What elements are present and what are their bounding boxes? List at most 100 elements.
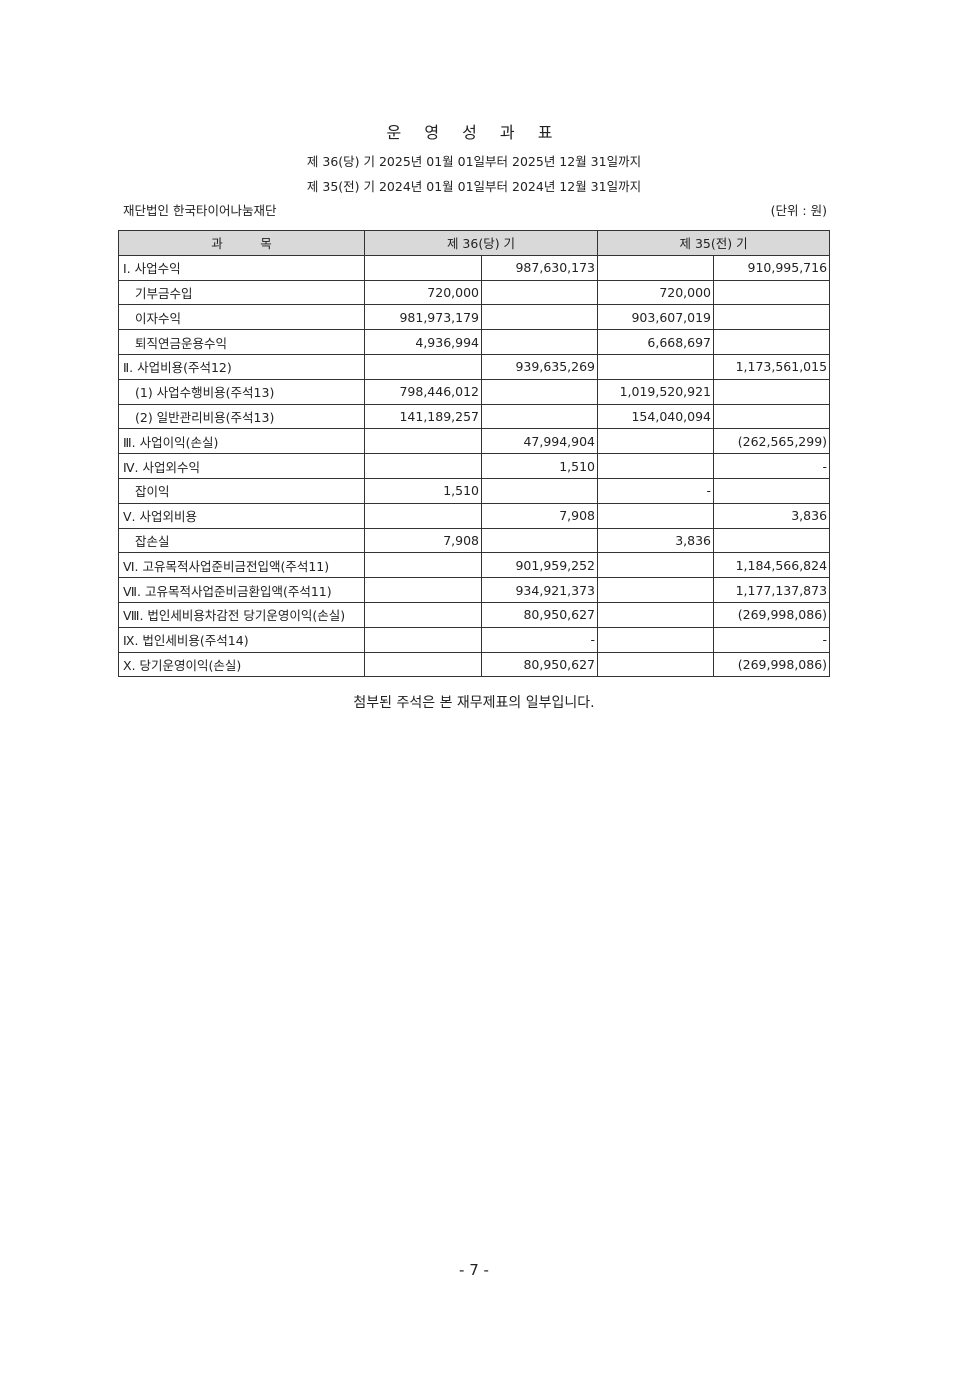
table-row: 잡이익 1,510 - [118, 477, 831, 504]
amount-cell [597, 428, 715, 455]
amount-cell: 1,177,137,873 [713, 577, 831, 603]
row-label: 퇴직연금운용수익 [118, 329, 365, 355]
amount-cell: 141,189,257 [364, 403, 482, 430]
amount-cell: 903,607,019 [597, 304, 715, 331]
amount-cell: 934,921,373 [480, 577, 599, 603]
row-label: (2) 일반관리비용(주석13) [118, 403, 365, 430]
amount-cell [597, 577, 715, 603]
footnote: 첨부된 주석은 본 재무제표의 일부입니다. [353, 695, 595, 711]
table-row: Ⅴ. 사업외비용 7,908 3,836 [118, 502, 831, 529]
amount-cell [364, 428, 482, 455]
prior-period: 제 35(전) 기 2024년 01월 01일부터 2024년 12월 31일까… [306, 179, 642, 194]
amount-cell: 7,908 [480, 502, 599, 529]
header-account: 과 목 [118, 230, 365, 256]
row-label: Ⅷ. 법인세비용차감전 당기운영이익(손실) [118, 601, 365, 628]
table-row: 퇴직연금운용수익 4,936,994 6,668,697 [118, 329, 831, 355]
amount-cell [364, 254, 482, 281]
table-row: 이자수익 981,973,179 903,607,019 [118, 304, 831, 331]
row-label: Ⅵ. 고유목적사업준비금전입액(주석11) [118, 552, 365, 579]
amount-cell [480, 279, 599, 306]
amount-cell [364, 577, 482, 603]
amount-cell [364, 353, 482, 380]
table-row: Ⅰ. 사업수익 987,630,173 910,995,716 [118, 254, 831, 281]
current-period: 제 36(당) 기 2025년 01월 01일부터 2025년 12월 31일까… [306, 154, 642, 169]
table-header-row: 과 목 제 36(당) 기 제 35(전) 기 [118, 230, 831, 256]
amount-cell: - [597, 477, 715, 504]
amount-cell: 154,040,094 [597, 403, 715, 430]
row-label: Ⅱ. 사업비용(주석12) [118, 353, 365, 380]
amount-cell [713, 279, 831, 306]
header-prior-period: 제 35(전) 기 [597, 230, 831, 256]
amount-cell: 981,973,179 [364, 304, 482, 331]
row-label: Ⅲ. 사업이익(손실) [118, 428, 365, 455]
amount-cell: 939,635,269 [480, 353, 599, 380]
amount-cell [597, 453, 715, 479]
amount-cell [597, 502, 715, 529]
row-label: Ⅹ. 당기운영이익(손실) [118, 651, 365, 678]
amount-cell [480, 477, 599, 504]
amount-cell: - [713, 453, 831, 479]
table-row: 잡손실 7,908 3,836 [118, 527, 831, 554]
amount-cell [364, 651, 482, 678]
amount-cell: 47,994,904 [480, 428, 599, 455]
row-label: Ⅸ. 법인세비용(주석14) [118, 626, 365, 653]
amount-cell [364, 453, 482, 479]
row-label: Ⅴ. 사업외비용 [118, 502, 365, 529]
amount-cell: 1,184,566,824 [713, 552, 831, 579]
amount-cell: 80,950,627 [480, 601, 599, 628]
amount-cell: 80,950,627 [480, 651, 599, 678]
row-label: (1) 사업수행비용(주석13) [118, 378, 365, 405]
table-row: Ⅵ. 고유목적사업준비금전입액(주석11) 901,959,252 1,184,56… [118, 552, 831, 579]
amount-cell [713, 329, 831, 355]
amount-cell [480, 403, 599, 430]
amount-cell [713, 477, 831, 504]
row-label: 잡이익 [118, 477, 365, 504]
organization-name: 재단법인 한국타이어나눔재단 [123, 203, 277, 218]
amount-cell: 720,000 [364, 279, 482, 306]
amount-cell [597, 254, 715, 281]
table-row: Ⅶ. 고유목적사업준비금환입액(주석11) 934,921,373 1,177,13… [118, 577, 831, 603]
amount-cell: 1,510 [480, 453, 599, 479]
amount-cell: - [713, 626, 831, 653]
table-row: Ⅷ. 법인세비용차감전 당기운영이익(손실) 80,950,627 (269,998… [118, 601, 831, 628]
amount-cell: 720,000 [597, 279, 715, 306]
amount-cell: (262,565,299) [713, 428, 831, 455]
amount-cell [480, 527, 599, 554]
amount-cell: 987,630,173 [480, 254, 599, 281]
table-row: Ⅹ. 당기운영이익(손실) 80,950,627 (269,998,086) [118, 651, 831, 678]
amount-cell [480, 378, 599, 405]
table-row: 기부금수입 720,000 720,000 [118, 279, 831, 306]
amount-cell [597, 651, 715, 678]
amount-cell [480, 304, 599, 331]
amount-cell [480, 329, 599, 355]
amount-cell [364, 502, 482, 529]
amount-cell [597, 552, 715, 579]
row-label: 이자수익 [118, 304, 365, 331]
amount-cell: 910,995,716 [713, 254, 831, 281]
unit-label: (단위 : 원) [770, 203, 827, 218]
row-label: 잡손실 [118, 527, 365, 554]
amount-cell: 798,446,012 [364, 378, 482, 405]
amount-cell: 1,019,520,921 [597, 378, 715, 405]
amount-cell [713, 403, 831, 430]
amount-cell [597, 353, 715, 380]
amount-cell: 4,936,994 [364, 329, 482, 355]
amount-cell: - [480, 626, 599, 653]
table-row: (2) 일반관리비용(주석13) 141,189,257 154,040,094 [118, 403, 831, 430]
row-label: Ⅶ. 고유목적사업준비금환입액(주석11) [118, 577, 365, 603]
document-title: 운 영 성 과 표 [386, 123, 562, 142]
operating-results-table: 과 목 제 36(당) 기 제 35(전) 기 Ⅰ. 사업수익 987,630,1… [118, 230, 831, 678]
amount-cell [597, 626, 715, 653]
header-current-period: 제 36(당) 기 [363, 230, 599, 256]
amount-cell: 7,908 [364, 527, 482, 554]
table-row: Ⅳ. 사업외수익 1,510 - [118, 453, 831, 479]
table-row: (1) 사업수행비용(주석13) 798,446,012 1,019,520,921 [118, 378, 831, 405]
amount-cell [597, 601, 715, 628]
amount-cell [364, 552, 482, 579]
row-label: Ⅰ. 사업수익 [118, 254, 365, 281]
amount-cell: (269,998,086) [713, 601, 831, 628]
amount-cell [364, 601, 482, 628]
amount-cell: 1,510 [364, 477, 482, 504]
row-label: 기부금수입 [118, 279, 365, 306]
amount-cell: 3,836 [597, 527, 715, 554]
